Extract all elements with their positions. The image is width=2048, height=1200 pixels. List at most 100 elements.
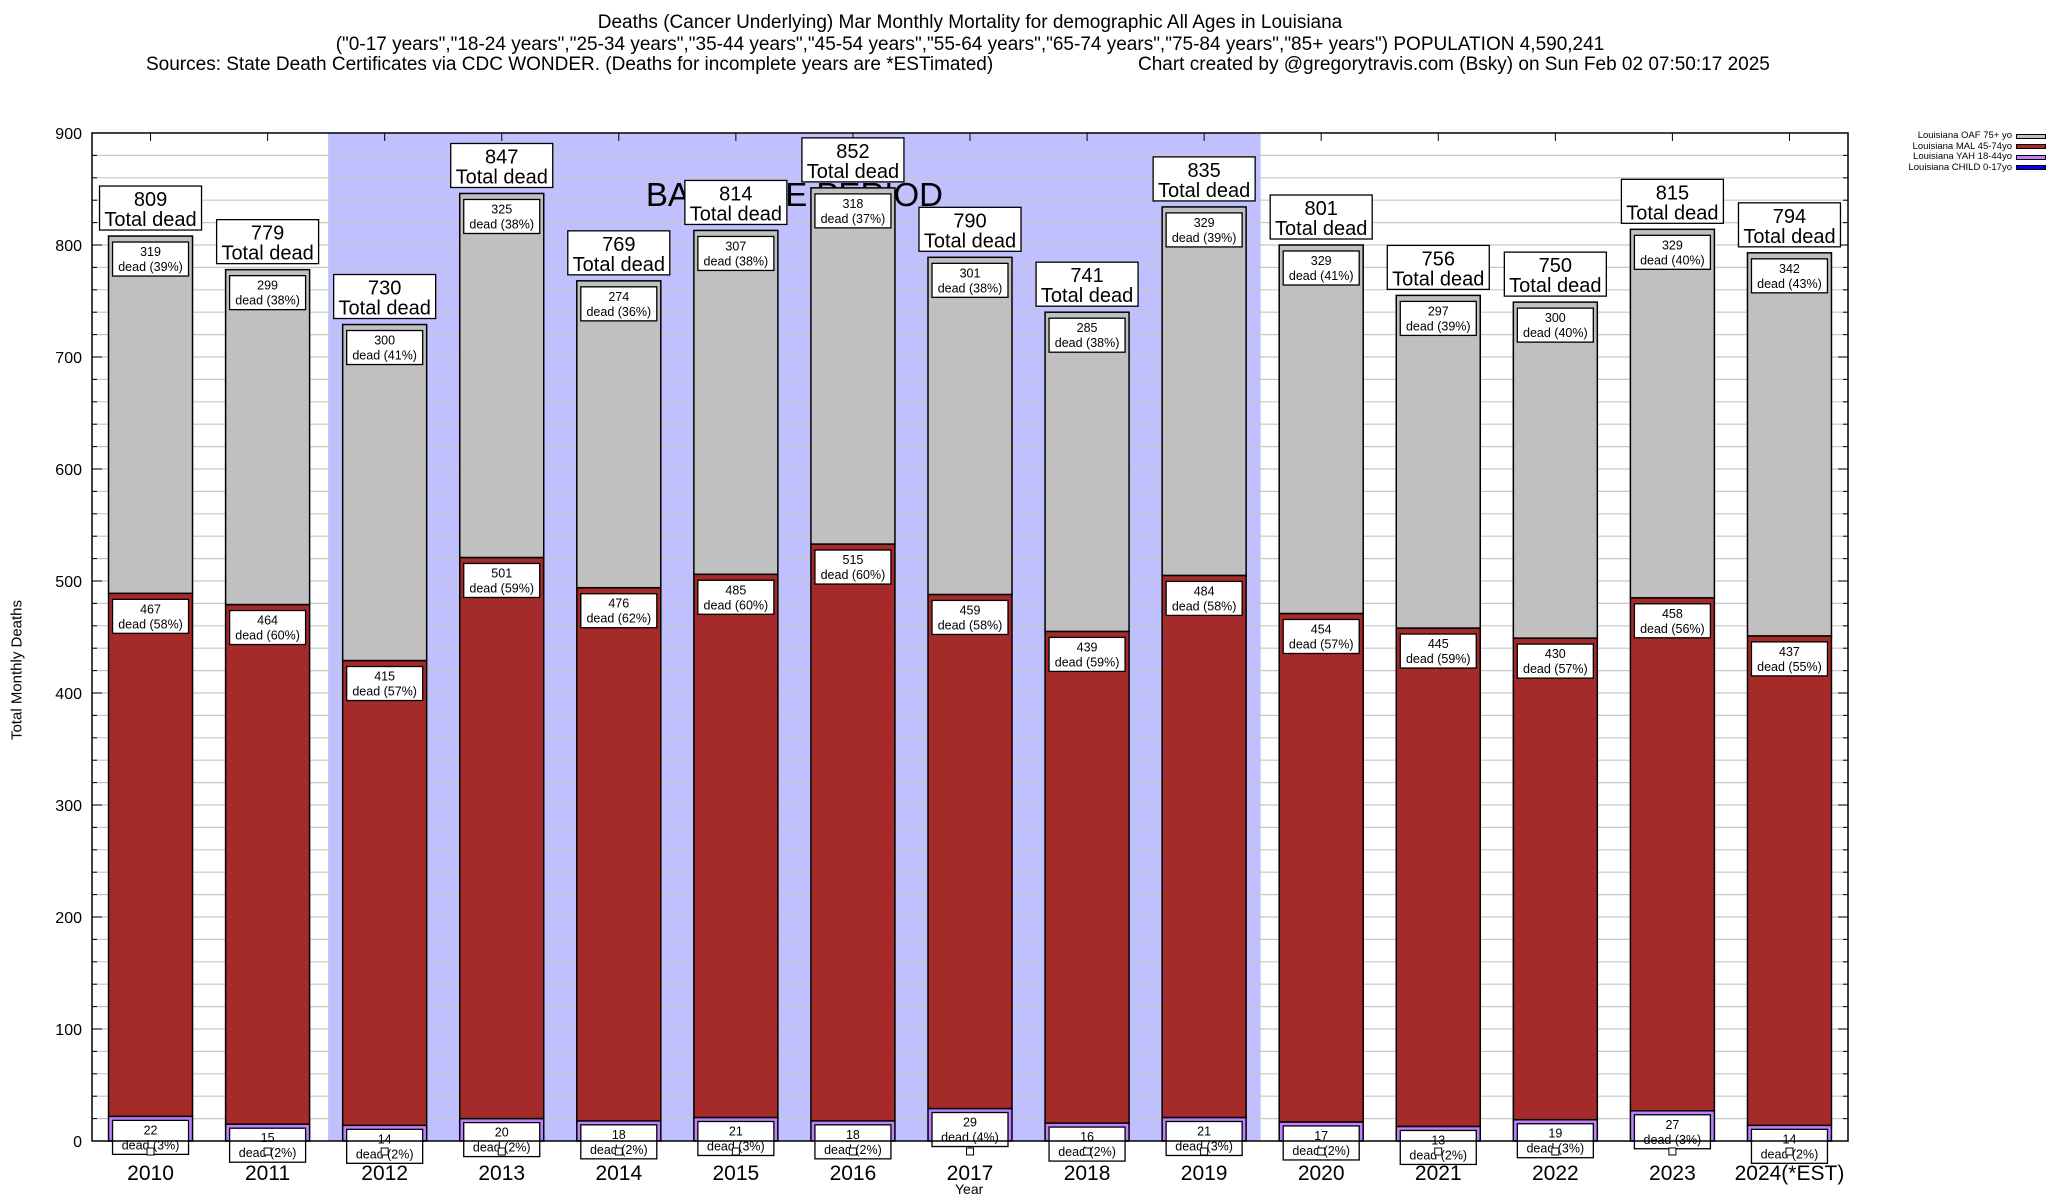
total-suffix-label: Total dead <box>1626 202 1718 224</box>
segment-value-label: 20 <box>495 1126 509 1140</box>
segment-percent-label: dead (60%) <box>704 598 769 612</box>
total-suffix-label: Total dead <box>924 230 1016 252</box>
legend-swatch-child <box>2016 165 2046 171</box>
y-axis-label: Total Monthly Deaths <box>8 599 26 741</box>
segment-label-box <box>1282 250 1360 286</box>
total-suffix-label: Total dead <box>1743 226 1835 248</box>
segment-percent-label: dead (37%) <box>821 212 886 226</box>
segment-value-label: 285 <box>1077 321 1098 335</box>
total-value-label: 835 <box>1187 160 1220 182</box>
segment-label-box <box>580 593 658 629</box>
segment-label-box <box>1399 1129 1477 1166</box>
segment-percent-label: dead (59%) <box>469 581 534 595</box>
bar-segment-mal <box>693 573 779 1119</box>
legend-item-oaf: Louisiana OAF 75+ yo <box>1880 130 2048 142</box>
y-tick-label: 200 <box>55 910 82 927</box>
bar-segment-mal <box>1044 630 1130 1124</box>
segment-value-label: 464 <box>257 614 278 628</box>
child-marker <box>1434 1147 1443 1156</box>
bar-segment-oaf <box>1746 252 1833 637</box>
bar-segment-oaf <box>1161 206 1247 577</box>
total-label-box <box>98 185 203 231</box>
segment-label-box <box>1633 603 1712 639</box>
x-tick-label: 2017 <box>947 1162 994 1185</box>
child-marker <box>966 1147 974 1156</box>
legend: Louisiana OAF 75+ yo Louisiana MAL 45-74… <box>1880 130 2048 173</box>
segment-value-label: 318 <box>843 197 864 211</box>
segment-label-box <box>346 665 424 702</box>
bar-segment-mal <box>1512 637 1599 1121</box>
segment-value-label: 319 <box>140 245 161 259</box>
segment-value-label: 501 <box>491 566 512 580</box>
segment-value-label: 476 <box>608 597 629 611</box>
total-suffix-label: Total dead <box>1041 285 1133 307</box>
total-value-label: 790 <box>953 210 986 232</box>
bar-segment-mal <box>810 543 896 1122</box>
bar-segment-oaf <box>458 192 545 559</box>
total-value-label: 815 <box>1656 182 1689 204</box>
plot-frame <box>91 132 1849 1142</box>
bar-segment-mal <box>1746 635 1833 1127</box>
segment-percent-label: dead (57%) <box>1289 637 1354 651</box>
total-value-label: 814 <box>719 183 752 205</box>
total-suffix-label: Total dead <box>221 243 313 265</box>
total-value-label: 769 <box>602 234 635 256</box>
y-tick-label: 400 <box>55 686 82 703</box>
segment-value-label: 329 <box>1662 238 1683 252</box>
bar-segment-mal <box>107 592 194 1118</box>
total-value-label: 730 <box>368 278 401 300</box>
bar-segment-oaf <box>1395 294 1482 629</box>
child-marker <box>614 1147 623 1156</box>
segment-label-box <box>1399 300 1477 337</box>
total-value-label: 809 <box>134 189 167 211</box>
child-marker <box>1785 1147 1794 1156</box>
bar-segment-oaf <box>1278 244 1364 615</box>
x-tick-label: 2013 <box>478 1162 525 1185</box>
segment-percent-label: dead (38%) <box>704 254 769 268</box>
bar-segment-oaf <box>927 256 1013 596</box>
segment-percent-label: dead (41%) <box>352 349 417 363</box>
total-value-label: 852 <box>836 141 869 163</box>
segment-value-label: 21 <box>729 1124 743 1138</box>
total-label-box <box>801 137 905 183</box>
total-suffix-label: Total dead <box>1509 275 1601 297</box>
total-label-box <box>567 230 671 276</box>
segment-percent-label: dead (38%) <box>938 281 1003 295</box>
total-value-label: 741 <box>1070 265 1103 287</box>
segment-value-label: 299 <box>257 279 278 293</box>
segment-percent-label: dead (3%) <box>122 1138 180 1152</box>
segment-label-box <box>1399 633 1477 669</box>
segment-value-label: 445 <box>1428 637 1449 651</box>
segment-label-box <box>228 274 307 311</box>
bar-segment-oaf <box>576 280 662 589</box>
bar-segment-oaf <box>341 323 428 662</box>
total-label-box <box>1737 202 1842 248</box>
x-tick-label: 2012 <box>361 1162 408 1185</box>
segment-value-label: 342 <box>1779 262 1800 276</box>
total-label-box <box>918 206 1022 252</box>
segment-percent-label: dead (41%) <box>1289 269 1354 283</box>
segment-label-box <box>463 198 541 235</box>
bar-segment-oaf <box>1629 228 1716 599</box>
total-label-box <box>215 218 320 265</box>
segment-percent-label: dead (58%) <box>938 618 1003 632</box>
segment-percent-label: dead (3%) <box>707 1139 765 1153</box>
segment-label-box <box>1282 618 1360 655</box>
bar-segment-oaf <box>810 187 896 545</box>
child-marker <box>1083 1147 1092 1156</box>
child-marker <box>1551 1147 1560 1156</box>
total-suffix-label: Total dead <box>807 161 899 183</box>
segment-label-box <box>1165 580 1243 617</box>
segment-percent-label: dead (36%) <box>586 305 651 319</box>
total-suffix-label: Total dead <box>456 166 548 188</box>
segment-label-box <box>228 1127 307 1163</box>
segment-value-label: 297 <box>1428 304 1449 318</box>
segment-value-label: 29 <box>963 1116 977 1130</box>
legend-swatch-oaf <box>2016 133 2046 139</box>
segment-percent-label: dead (58%) <box>1172 599 1237 613</box>
bar-segment-mal <box>458 556 545 1120</box>
chart-title-block: Deaths (Cancer Underlying) Mar Monthly M… <box>0 12 1940 56</box>
segment-label-box <box>346 329 424 366</box>
segment-value-label: 18 <box>846 1128 860 1142</box>
child-marker <box>146 1147 155 1156</box>
